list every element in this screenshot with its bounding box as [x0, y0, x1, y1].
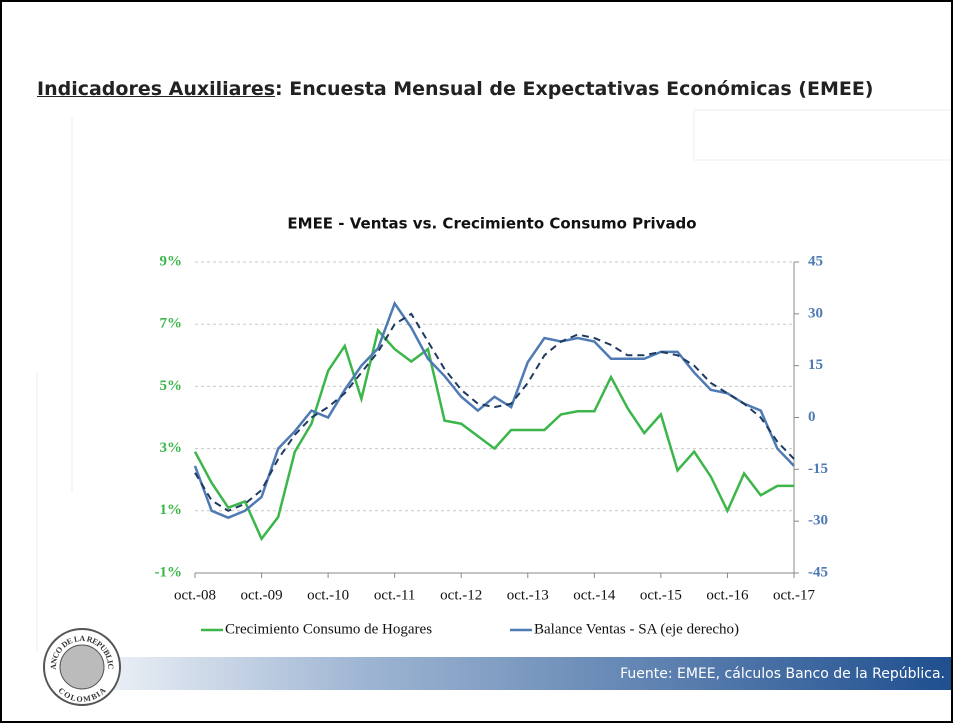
- y-tick-label: 9%: [160, 253, 183, 269]
- x-tick-label: oct.-11: [374, 587, 416, 603]
- seal-text: BANCO DE LA REPUBLICA: [2, 2, 115, 670]
- footer-bar: [42, 657, 951, 690]
- legend-label: Balance Ventas - SA (eje derecho): [534, 621, 739, 637]
- y-tick-label: 5%: [160, 378, 183, 394]
- x-tick-label: oct.-09: [241, 587, 283, 603]
- title-part: : Encuesta Mensual de Expectativas Econó…: [275, 78, 874, 100]
- y2-tick-label: 0: [808, 409, 816, 425]
- y2-tick-label: 30: [808, 305, 823, 321]
- title-part: Indicadores Auxiliares: [37, 78, 276, 100]
- x-tick-label: oct.-17: [773, 587, 816, 603]
- x-tick-label: oct.-10: [307, 587, 349, 603]
- x-tick-label: oct.-15: [640, 587, 682, 603]
- seal-text-top: BANCO DE LA REPUBLICA: [2, 2, 115, 670]
- y2-tick-label: -45: [808, 564, 828, 580]
- chart-title: EMEE - Ventas vs. Crecimiento Consumo Pr…: [287, 215, 696, 233]
- y2-tick-label: -15: [808, 461, 828, 477]
- x-tick-label: oct.-14: [573, 587, 616, 603]
- slide-title: Indicadores Auxiliares: Encuesta Mensual…: [37, 78, 874, 100]
- logo: BANCO DE LA REPUBLICA COLOMBIA: [2, 2, 121, 706]
- x-tick-label: oct.-12: [440, 587, 482, 603]
- y-tick-label: 7%: [160, 316, 183, 332]
- y2-tick-label: 15: [808, 357, 823, 373]
- seal-center: [59, 644, 105, 690]
- x-tick-label: oct.-16: [706, 587, 749, 603]
- series-line: [193, 327, 794, 542]
- y2-tick-label: -30: [808, 513, 828, 529]
- y-tick-label: 3%: [160, 440, 183, 456]
- series-line: [193, 300, 795, 520]
- frame-line: [693, 109, 951, 161]
- x-tick-label: oct.-08: [174, 587, 216, 603]
- y2-tick-label: 45: [808, 253, 823, 269]
- y-tick-label: 1%: [160, 502, 183, 518]
- series-line: [194, 312, 795, 512]
- source: Fuente: EMEE, cálculos Banco de la Repúb…: [620, 666, 945, 682]
- y-tick-label: -1%: [155, 564, 183, 580]
- legend-label: Crecimiento Consumo de Hogares: [225, 621, 432, 637]
- x-tick-label: oct.-13: [507, 587, 549, 603]
